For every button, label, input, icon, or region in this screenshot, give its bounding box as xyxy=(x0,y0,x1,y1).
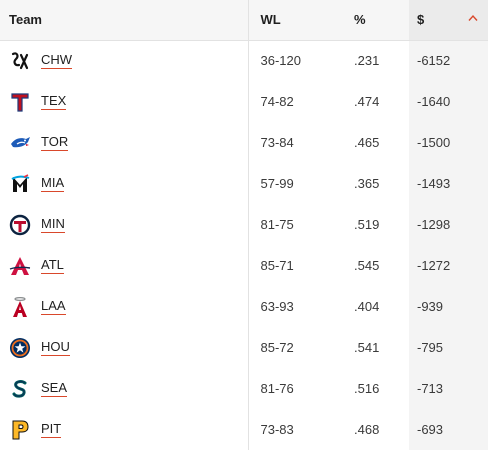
pct-cell: .404 xyxy=(354,299,380,314)
amt-cell: -1500 xyxy=(409,122,488,163)
amt-cell: -1493 xyxy=(409,163,488,204)
blue-jays-logo-icon xyxy=(9,132,31,154)
wl-cell: 85-71 xyxy=(260,258,294,273)
wl-cell: 57-99 xyxy=(260,176,294,191)
chevron-up-icon[interactable] xyxy=(468,14,478,22)
team-cell: TOR xyxy=(0,122,249,163)
amt-cell: -795 xyxy=(409,327,488,368)
team-abbreviation-link[interactable]: HOU xyxy=(41,338,70,356)
amt-cell: -939 xyxy=(409,286,488,327)
header-row: Team WL % $ xyxy=(0,0,488,41)
team-cell: MIN xyxy=(0,204,249,245)
team-abbreviation-link[interactable]: MIA xyxy=(41,174,65,192)
braves-logo-icon xyxy=(9,255,31,277)
team-cell: CHW xyxy=(0,40,249,81)
column-header-team[interactable]: Team xyxy=(0,0,249,41)
marlins-logo-icon xyxy=(9,173,31,195)
pct-cell: .474 xyxy=(354,94,380,109)
table-row[interactable]: ATL 85-71 .545 -1272 xyxy=(0,245,488,286)
team-cell: PIT xyxy=(0,409,249,450)
team-abbreviation-link[interactable]: CHW xyxy=(41,51,73,69)
white-sox-logo-icon xyxy=(9,50,31,72)
table-row[interactable]: CHW 36-120 .231 -6152 xyxy=(0,40,488,81)
twins-logo-icon xyxy=(9,214,31,236)
pct-cell: .545 xyxy=(354,258,380,273)
pct-cell: .468 xyxy=(354,422,380,437)
table-row[interactable]: MIA 57-99 .365 -1493 xyxy=(0,163,488,204)
table-row[interactable]: TOR 73-84 .465 -1500 xyxy=(0,122,488,163)
mariners-logo-icon xyxy=(9,378,31,400)
table-row[interactable]: HOU 85-72 .541 -795 xyxy=(0,327,488,368)
table-row[interactable]: LAA 63-93 .404 -939 xyxy=(0,286,488,327)
pct-cell: .519 xyxy=(354,217,380,232)
wl-cell: 85-72 xyxy=(260,340,294,355)
pct-cell: .465 xyxy=(354,135,380,150)
column-header-amt-label: $ xyxy=(417,12,425,28)
amt-cell: -693 xyxy=(409,409,488,450)
team-abbreviation-link[interactable]: TOR xyxy=(41,133,69,151)
team-abbreviation-link[interactable]: LAA xyxy=(41,297,66,315)
wl-cell: 36-120 xyxy=(260,53,301,69)
column-header-amt[interactable]: $ xyxy=(409,0,488,41)
amt-cell: -1298 xyxy=(409,204,488,245)
team-cell: TEX xyxy=(0,81,249,122)
team-cell: HOU xyxy=(0,327,249,368)
wl-cell: 81-75 xyxy=(260,217,294,232)
column-header-pct[interactable]: % xyxy=(342,0,409,41)
team-abbreviation-link[interactable]: SEA xyxy=(41,379,68,397)
pct-cell: .231 xyxy=(354,53,380,69)
pct-cell: .541 xyxy=(354,340,380,355)
angels-logo-icon xyxy=(9,296,31,318)
rangers-logo-icon xyxy=(9,91,31,113)
wl-cell: 63-93 xyxy=(260,299,294,314)
wl-cell: 73-84 xyxy=(260,135,294,150)
wl-cell: 74-82 xyxy=(260,94,294,109)
team-cell: ATL xyxy=(0,245,249,286)
team-cell: SEA xyxy=(0,368,249,409)
astros-logo-icon xyxy=(9,337,31,359)
team-abbreviation-link[interactable]: TEX xyxy=(41,92,67,110)
team-abbreviation-link[interactable]: ATL xyxy=(41,256,64,274)
table-row[interactable]: TEX 74-82 .474 -1640 xyxy=(0,81,488,122)
pct-cell: .365 xyxy=(354,176,380,191)
pirates-logo-icon xyxy=(9,419,31,441)
team-cell: LAA xyxy=(0,286,249,327)
team-cell: MIA xyxy=(0,163,249,204)
amt-cell: -1640 xyxy=(409,81,488,122)
team-abbreviation-link[interactable]: PIT xyxy=(41,420,62,438)
table-row[interactable]: PIT 73-83 .468 -693 xyxy=(0,409,488,450)
table-row[interactable]: SEA 81-76 .516 -713 xyxy=(0,368,488,409)
amt-cell: -1272 xyxy=(409,245,488,286)
team-abbreviation-link[interactable]: MIN xyxy=(41,215,65,233)
amt-cell: -713 xyxy=(409,368,488,409)
table-row[interactable]: MIN 81-75 .519 -1298 xyxy=(0,204,488,245)
column-header-wl[interactable]: WL xyxy=(248,0,342,41)
amt-cell: -6152 xyxy=(409,40,488,81)
wl-cell: 73-83 xyxy=(260,422,294,437)
pct-cell: .516 xyxy=(354,381,380,396)
wl-cell: 81-76 xyxy=(260,381,294,396)
